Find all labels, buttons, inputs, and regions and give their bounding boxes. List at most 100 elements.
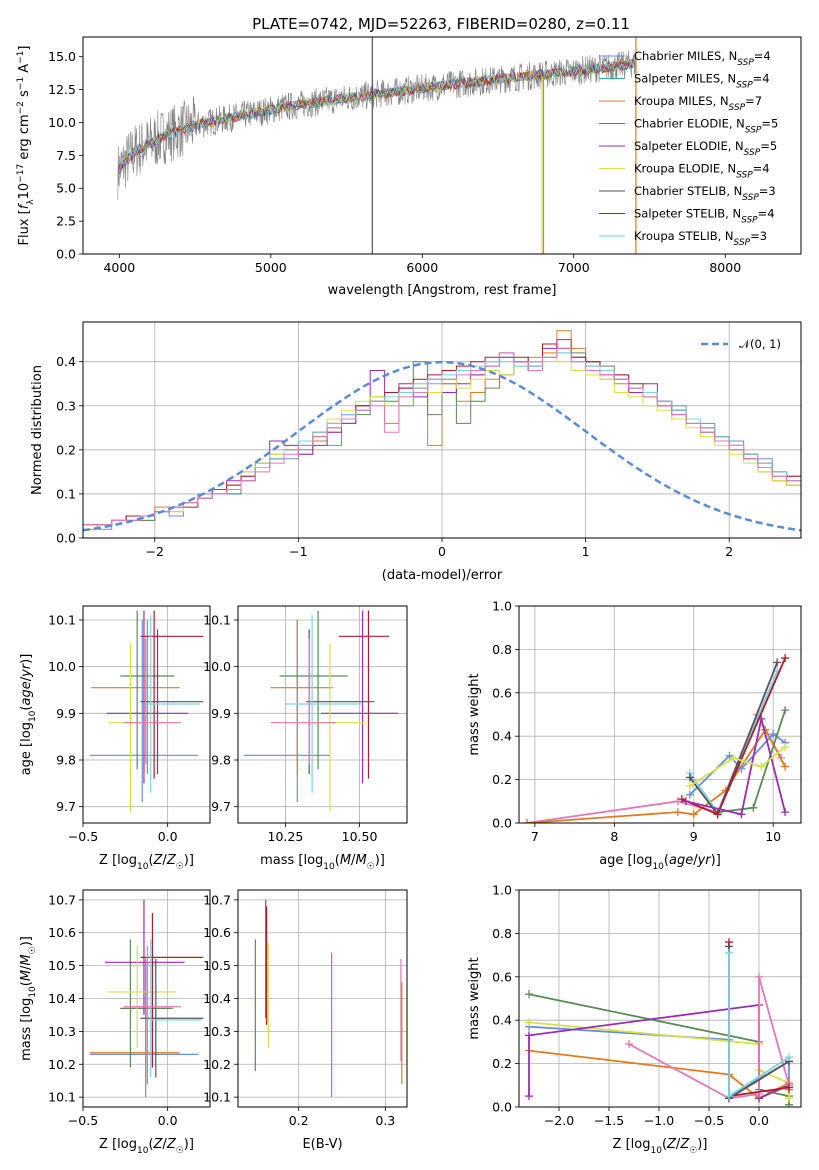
- age-z-plot: [89, 610, 204, 812]
- residual-plot: [83, 330, 801, 532]
- age-z-ytick-label: 10.0: [48, 659, 76, 674]
- mw-age-ytick-label: 0.4: [492, 729, 512, 744]
- mw-z-point-marker: [525, 1092, 533, 1101]
- age-mass-xlabel: mass [log10(M/M☉)]: [260, 853, 385, 872]
- spectrum-model-line: [117, 58, 637, 177]
- residual-xtick-label: 2: [725, 544, 733, 559]
- mass-ebv-ytick-label: 10.6: [203, 925, 231, 940]
- age-z-xlabel: Z [log10(Z/Z☉)]: [99, 853, 194, 872]
- mw-age-point-marker: [757, 762, 766, 771]
- age-z-ylabel: age [log10(age/yr)]: [19, 654, 38, 776]
- age-z-xtick-label: −0.5: [68, 829, 98, 844]
- figure-title: PLATE=0742, MJD=52263, FIBERID=0280, z=0…: [252, 15, 630, 33]
- mw-z-xlabel: Z [log10(Z/Z☉)]: [613, 1137, 708, 1156]
- spectrum-ytick-label: 5.0: [56, 181, 76, 196]
- age-mass-axes: 10.25 10.50 9.7 9.8 9.9 10.0 10.1: [203, 606, 407, 844]
- age-z-ytick-label: 9.8: [56, 753, 76, 768]
- mw-z-xtick-label: −2.0: [544, 1113, 574, 1128]
- legend-label: Chabrier ELODIE, NSSP=5: [634, 117, 778, 136]
- mw-z-ytick-label: 0.4: [492, 1013, 512, 1028]
- residual-xtick-label: 1: [582, 544, 590, 559]
- mass-z-xtick-label: −0.5: [68, 1113, 98, 1128]
- mw-age-ylabel: mass weight: [467, 673, 482, 755]
- residual-xlabel: (data-model)/error: [382, 568, 503, 583]
- legend-label: Salpeter MILES, NSSP=4: [634, 72, 770, 91]
- residual-xtick-label: −1: [289, 544, 307, 559]
- residual-ytick-label: 0.4: [56, 354, 76, 369]
- mass-ebv-ytick-label: 10.4: [203, 991, 231, 1006]
- mw-age-ytick-label: 1.0: [492, 599, 512, 614]
- mw-age-xtick-label: 10: [765, 829, 781, 844]
- age-z-ytick-label: 9.7: [56, 799, 76, 814]
- mass-z-ytick-label: 10.3: [48, 1024, 76, 1039]
- residual-ytick-label: 0.1: [56, 486, 76, 501]
- spectrum-legend: Chabrier MILES, NSSP=4 Salpeter MILES, NS…: [599, 49, 778, 248]
- mw-age-plot: [522, 654, 790, 823]
- mw-z-ytick-label: 0.8: [492, 926, 512, 941]
- mw-age-ytick-label: 0.8: [492, 642, 512, 657]
- spectrum-ytick-label: 10.0: [48, 115, 76, 130]
- mass-z-ytick-label: 10.6: [48, 925, 76, 940]
- mw-age-point-marker: [713, 810, 722, 819]
- residual-xtick-label: −2: [146, 544, 164, 559]
- age-mass-xtick-label: 10.50: [342, 829, 378, 844]
- residual-ytick-label: 0.2: [56, 442, 76, 457]
- mw-age-xlabel: age [log10(age/yr)]: [599, 853, 721, 872]
- mw-z-point-marker: [725, 1092, 733, 1101]
- mw-age-point-marker: [781, 706, 790, 715]
- mw-z-point-marker: [725, 948, 733, 957]
- age-mass-ytick-label: 9.9: [211, 706, 231, 721]
- mw-age-point-marker: [781, 808, 790, 817]
- legend-label: Kroupa ELODIE, NSSP=4: [634, 162, 770, 181]
- legend-label: 𝒩(0, 1): [739, 337, 781, 351]
- mw-age-point-marker: [781, 762, 790, 771]
- mw-age-axes: 7 8 9 10 0.0 0.2 0.4 0.6 0.8 1.0: [492, 599, 801, 844]
- spectrum-xtick-label: 7000: [558, 260, 590, 275]
- residual-xtick-label: 0: [438, 544, 446, 559]
- legend-label: Salpeter STELIB, NSSP=4: [634, 207, 775, 226]
- mw-z-point-marker: [525, 1018, 533, 1027]
- mw-z-point-marker: [785, 1094, 793, 1103]
- age-mass-ytick-label: 10.1: [203, 613, 231, 628]
- mw-age-point-marker: [773, 658, 782, 667]
- mw-age-point-marker: [685, 782, 694, 791]
- mw-age-point-marker: [781, 743, 790, 752]
- mw-age-point-marker: [681, 797, 690, 806]
- mw-age-ytick-label: 0.2: [492, 772, 512, 787]
- mw-z-spine: [518, 889, 802, 1108]
- spectrum-ytick-label: 2.5: [56, 214, 76, 229]
- age-mass-ytick-label: 9.8: [211, 753, 231, 768]
- spectrum-ytick-label: 12.5: [48, 82, 76, 97]
- legend-label: Kroupa STELIB, NSSP=3: [634, 229, 767, 248]
- age-z-xtick-label: 0.0: [158, 829, 178, 844]
- spectrum-ytick-label: 0.0: [56, 247, 76, 262]
- mass-z-spine: [82, 889, 211, 1108]
- mw-age-point-marker: [673, 808, 682, 817]
- legend-label: Salpeter ELODIE, NSSP=5: [634, 139, 777, 158]
- spectrum-xtick-label: 5000: [255, 260, 287, 275]
- spectrum-ytick-label: 15.0: [48, 49, 76, 64]
- mw-age-point-marker: [781, 654, 790, 663]
- mass-z-ytick-label: 10.7: [48, 892, 76, 907]
- age-z-ytick-label: 10.1: [48, 613, 76, 628]
- mass-ebv-ytick-label: 10.1: [203, 1090, 231, 1105]
- mw-age-ytick-label: 0.0: [492, 816, 512, 831]
- mass-z-ytick-label: 10.5: [48, 958, 76, 973]
- mw-z-xtick-label: −0.5: [694, 1113, 724, 1128]
- mass-z-ytick-label: 10.2: [48, 1057, 76, 1072]
- mw-age-point-marker: [769, 730, 778, 739]
- mw-z-point-marker: [755, 972, 763, 981]
- mw-z-point-marker: [625, 1040, 633, 1049]
- spectrum-plot: [117, 37, 637, 254]
- mass-z-plot: [89, 899, 204, 1098]
- mw-age-point-marker: [522, 819, 531, 823]
- spectrum-ylabel: Flux [fλ10−17 erg cm−2 s−1 A−1]: [16, 46, 36, 246]
- spectrum-model-line: [117, 58, 637, 177]
- mass-ebv-xtick-label: 0.2: [289, 1113, 309, 1128]
- mw-age-point-marker: [749, 803, 758, 812]
- spectrum-xlabel: wavelength [Angstrom, rest frame]: [328, 283, 557, 298]
- residual-ytick-label: 0.3: [56, 398, 76, 413]
- mass-ebv-ytick-label: 10.3: [203, 1024, 231, 1039]
- mw-z-ytick-label: 1.0: [492, 883, 512, 898]
- residual-gaussian-line: [83, 360, 801, 532]
